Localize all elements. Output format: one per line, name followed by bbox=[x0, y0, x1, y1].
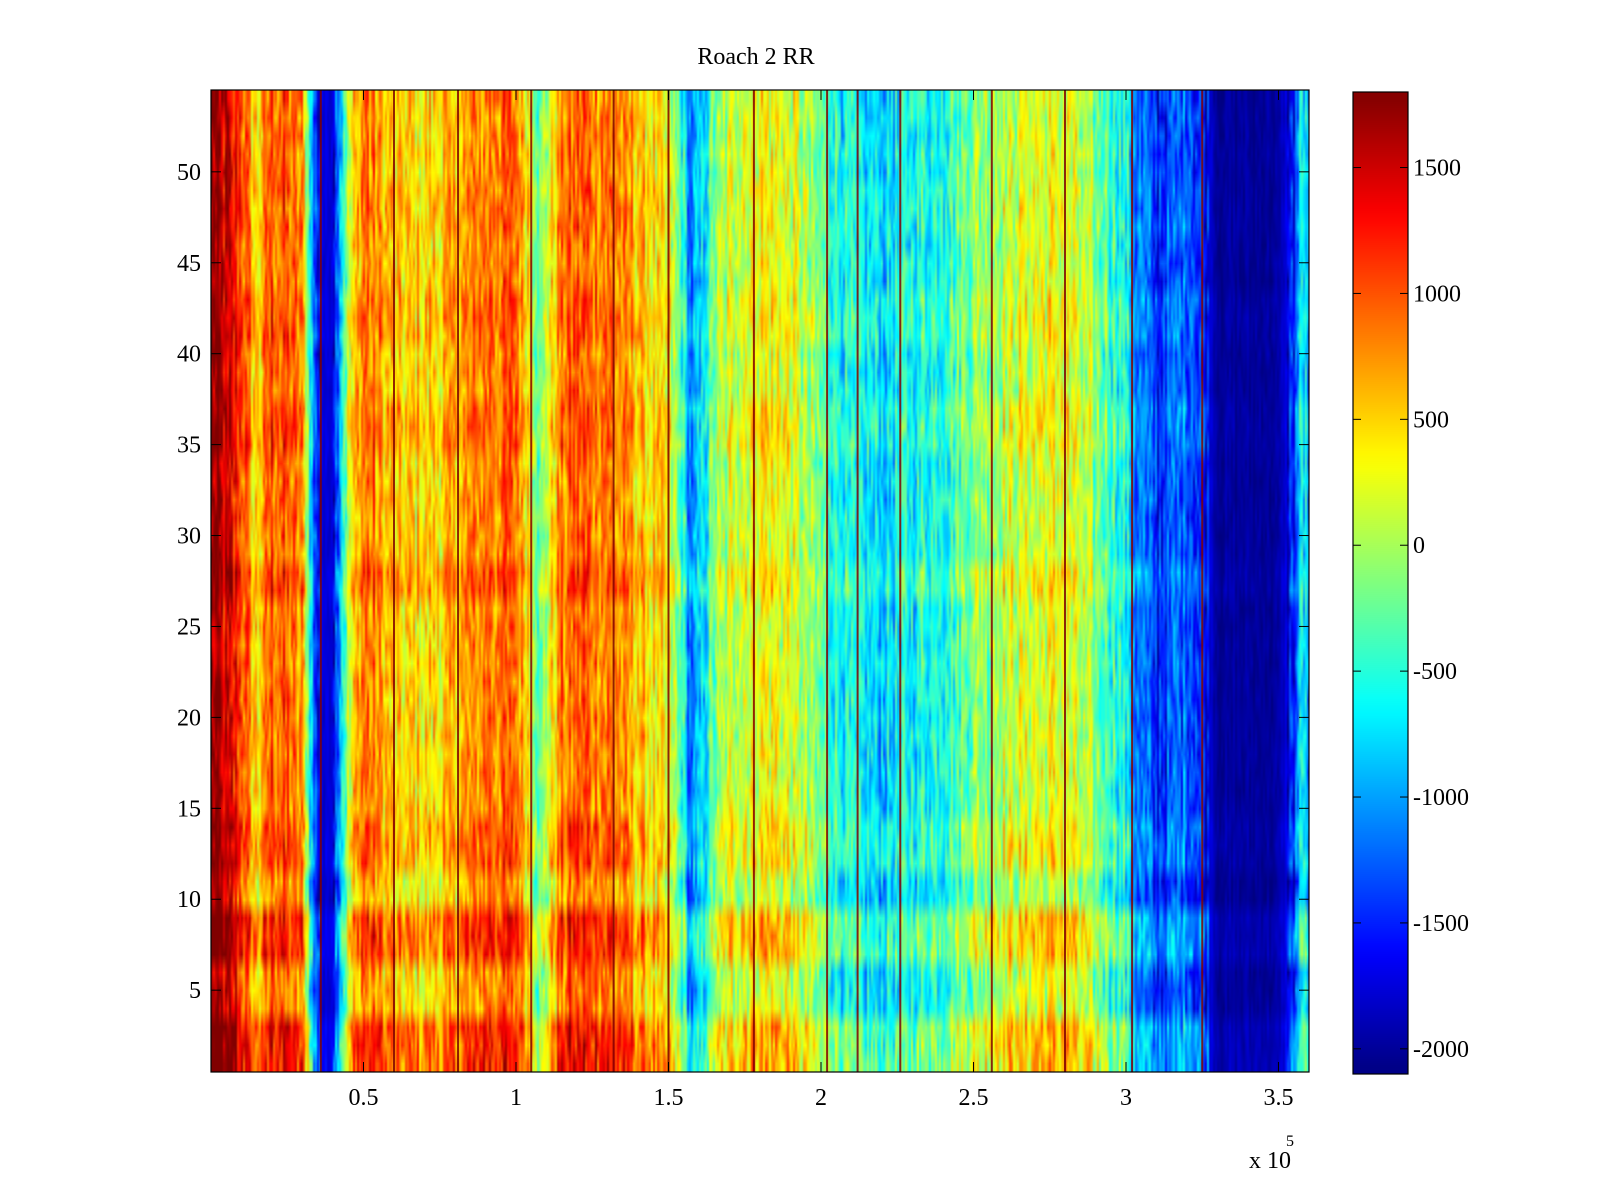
heatmap-image bbox=[211, 90, 1309, 1072]
colorbar-tick-label: 1000 bbox=[1413, 281, 1461, 307]
colorbar-ticks: 1500 1000 500 0 -500 -1000 -1500 -2000 bbox=[1353, 156, 1469, 1063]
x-tick-label: 2.5 bbox=[959, 1085, 989, 1111]
y-tick-label: 5 bbox=[189, 978, 201, 1004]
colorbar-tick-label: -1500 bbox=[1413, 911, 1469, 937]
x-tick-label: 2 bbox=[815, 1085, 827, 1111]
colorbar-frame bbox=[1352, 91, 1409, 1075]
colorbar-tick-label: -1000 bbox=[1413, 785, 1469, 811]
colorbar: 1500 1000 500 0 -500 -1000 -1500 -2000 bbox=[1352, 91, 1469, 1075]
y-tick-label: 45 bbox=[177, 251, 201, 277]
colorbar-image bbox=[1353, 92, 1408, 1074]
x-tick-label: 3 bbox=[1120, 1085, 1132, 1111]
vertical-streaks bbox=[319, 90, 1204, 1072]
colorbar-tick-label: -2000 bbox=[1413, 1037, 1469, 1063]
colorbar-tick-label: 500 bbox=[1413, 407, 1449, 433]
x-exponent-base: x 10 bbox=[1249, 1148, 1291, 1174]
plot-frame bbox=[210, 89, 1310, 1073]
x-tick-label: 1 bbox=[510, 1085, 522, 1111]
chart-title: Roach 2 RR bbox=[697, 44, 814, 70]
x-tick-label: 1.5 bbox=[654, 1085, 684, 1111]
y-tick-label: 35 bbox=[177, 433, 201, 459]
x-exponent-label: x 10 5 bbox=[1249, 1133, 1294, 1174]
colorbar-tick-label: -500 bbox=[1413, 659, 1457, 685]
y-tick-label: 40 bbox=[177, 342, 201, 368]
x-tick-label: 0.5 bbox=[349, 1085, 379, 1111]
y-tick-label: 50 bbox=[177, 160, 201, 186]
y-tick-label: 10 bbox=[177, 887, 201, 913]
plot-area bbox=[210, 89, 1310, 1073]
y-tick-label: 15 bbox=[177, 796, 201, 822]
y-axis: 5 10 15 20 25 30 35 40 45 50 bbox=[177, 160, 1309, 1004]
x-tick-label: 3.5 bbox=[1264, 1085, 1294, 1111]
y-tick-label: 30 bbox=[177, 524, 201, 550]
y-tick-label: 25 bbox=[177, 614, 201, 640]
x-exponent-power: 5 bbox=[1286, 1133, 1294, 1150]
y-tick-label: 20 bbox=[177, 705, 201, 731]
colorbar-tick-label: 0 bbox=[1413, 533, 1425, 559]
colorbar-tick-label: 1500 bbox=[1413, 156, 1461, 182]
x-axis: 0.5 1 1.5 2 2.5 3 3.5 bbox=[349, 90, 1294, 1111]
